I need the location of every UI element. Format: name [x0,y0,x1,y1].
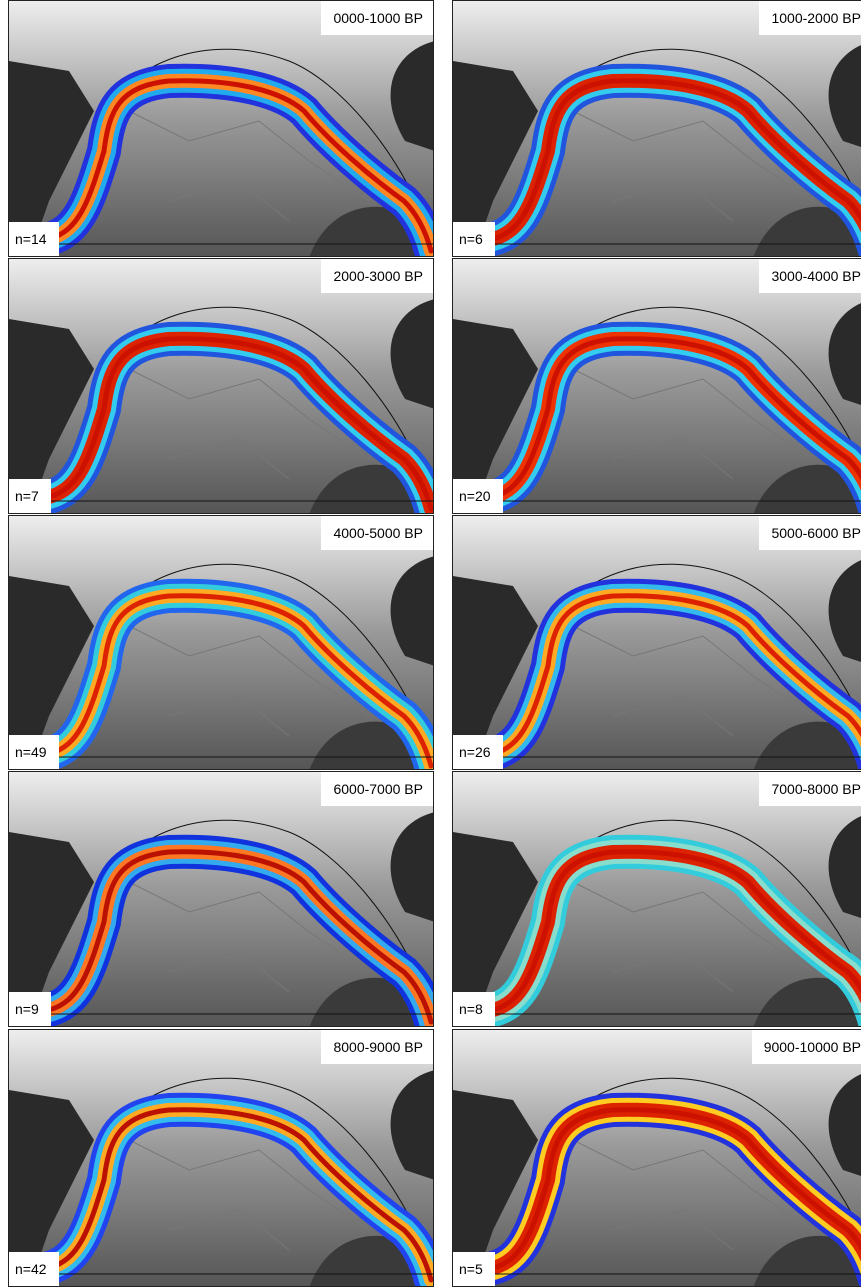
map-panel: 9000-10000 BP n=5 [452,1029,861,1287]
sample-count: n=6 [453,222,495,256]
period-label: 1000-2000 BP [759,1,861,35]
border [572,881,814,993]
border [572,625,814,737]
sea [828,1074,861,1176]
map [9,772,433,1026]
map-panel: 7000-8000 BP n=8 [452,771,861,1027]
suitability-band [46,78,433,254]
sample-count: n=5 [453,1252,495,1286]
sea [390,812,433,922]
map [453,772,861,1026]
sea [9,832,94,1026]
map [453,259,861,513]
sea [390,1070,433,1180]
sea [453,576,538,769]
map [453,1,861,256]
sea [753,1235,861,1286]
suitability-band [490,1107,861,1271]
period-label: 4000-5000 BP [321,516,433,550]
suitability-band [490,78,861,242]
sea [453,1090,538,1286]
sea [828,303,861,405]
sample-count: n=20 [453,479,503,513]
border [128,110,370,222]
map-panel: 0000-1000 BP n=14 [8,0,434,257]
suitability-band [46,593,433,769]
suitability-band [46,336,433,512]
sample-count: n=8 [453,992,495,1026]
border [572,1139,814,1251]
suitability-band [490,593,861,757]
period-label: 9000-10000 BP [751,1030,861,1064]
map [453,516,861,769]
suitability-band [46,849,433,1025]
map-panel: 5000-6000 BP n=26 [452,515,861,770]
sample-count: n=14 [9,222,59,256]
period-label: 5000-6000 BP [759,516,861,550]
map-panel: 6000-7000 BP n=9 [8,771,434,1027]
sea [453,832,538,1026]
sea [390,556,433,666]
sea [390,299,433,409]
border [128,368,370,480]
suitability-band [490,849,861,1013]
period-label: 2000-3000 BP [321,259,433,293]
map-panel: 2000-3000 BP n=7 [8,258,434,514]
sample-count: n=9 [9,992,51,1026]
period-label: 3000-4000 BP [759,259,861,293]
border [572,110,814,222]
sea [453,61,538,256]
sea [828,560,861,662]
sea [828,816,861,918]
border [128,1139,370,1251]
sea [828,45,861,147]
map [9,1030,433,1286]
sample-count: n=26 [453,735,503,769]
suitability-band [46,1107,433,1283]
border [128,881,370,993]
sample-count: n=7 [9,479,51,513]
border [572,368,814,480]
sea [9,1090,94,1286]
map [9,1,433,256]
map [9,516,433,769]
period-label: 0000-1000 BP [321,1,433,35]
sea [9,61,94,256]
map [453,1030,861,1286]
border [128,625,370,737]
sea [9,576,94,769]
sample-count: n=49 [9,735,59,769]
sea [9,319,94,513]
period-label: 6000-7000 BP [321,772,433,806]
map [9,259,433,513]
sample-count: n=42 [9,1252,59,1286]
sea [453,319,538,513]
map-panel: 1000-2000 BP n=6 [452,0,861,257]
suitability-band [490,336,861,500]
sea [390,41,433,151]
map-panel: 3000-4000 BP n=20 [452,258,861,514]
period-label: 7000-8000 BP [759,772,861,806]
map-panel: 8000-9000 BP n=42 [8,1029,434,1287]
map-panel: 4000-5000 BP n=49 [8,515,434,770]
period-label: 8000-9000 BP [321,1030,433,1064]
